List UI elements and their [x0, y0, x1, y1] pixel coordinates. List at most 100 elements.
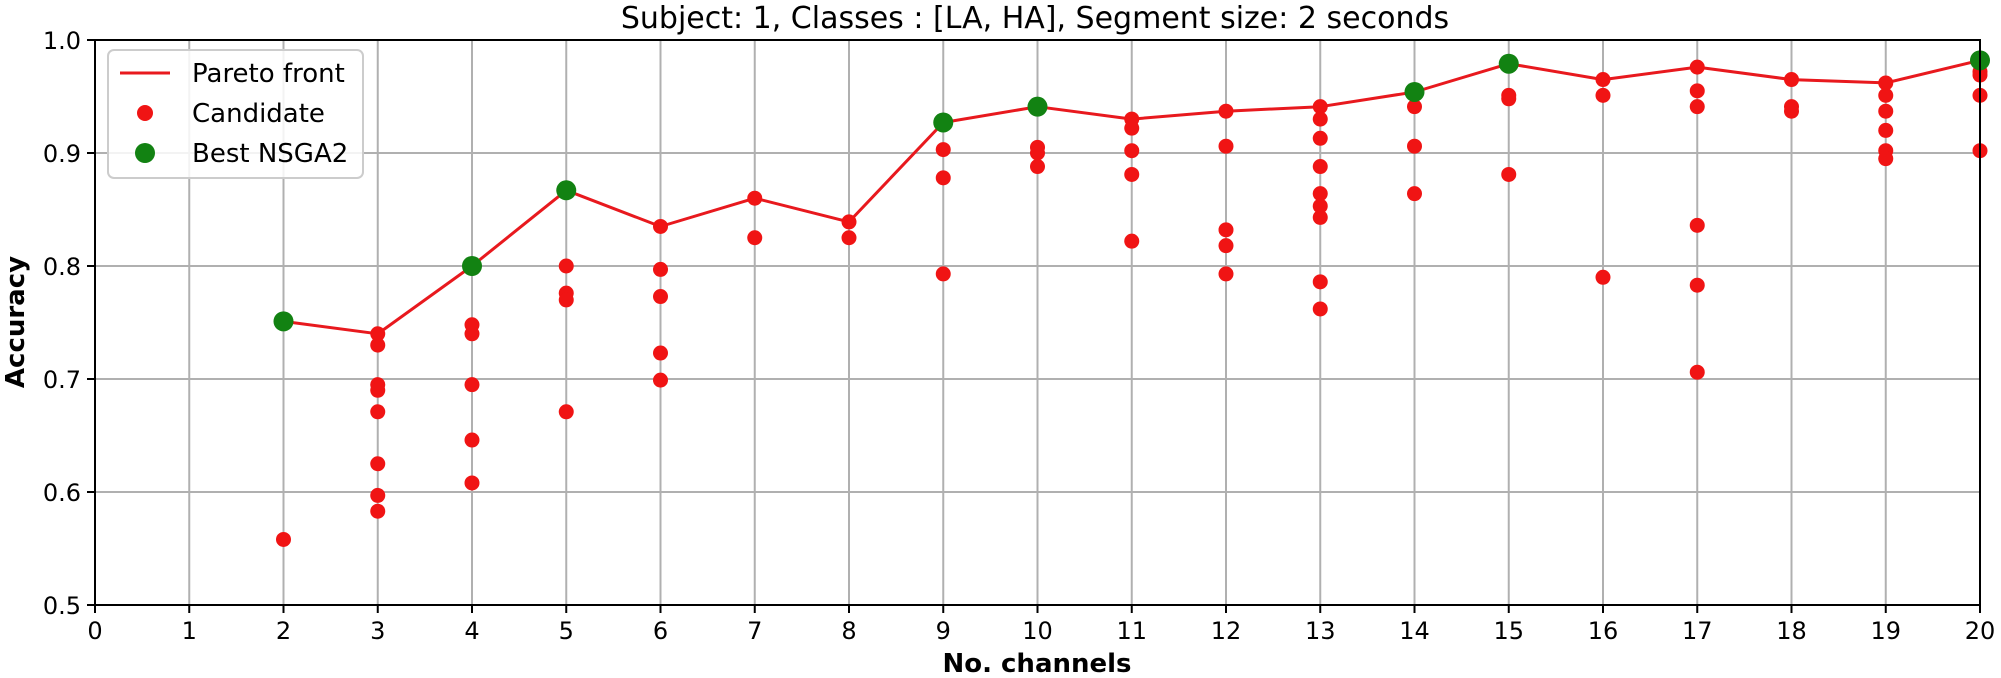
candidate-point — [370, 326, 386, 342]
x-tick-label: 16 — [1588, 617, 1619, 645]
x-tick-label: 0 — [87, 617, 102, 645]
x-tick-label: 7 — [747, 617, 762, 645]
candidate-point — [1218, 238, 1234, 254]
candidate-point — [841, 214, 857, 230]
candidate-point — [1689, 83, 1705, 99]
x-tick-label: 6 — [653, 617, 668, 645]
best-nsga2-point — [1404, 81, 1425, 102]
x-tick-label: 10 — [1022, 617, 1053, 645]
x-tick-label: 9 — [936, 617, 951, 645]
candidate-point — [935, 170, 951, 186]
candidate-point — [370, 382, 386, 398]
legend-best-label: Best NSGA2 — [192, 139, 348, 169]
candidate-point — [1595, 269, 1611, 285]
candidate-point — [1312, 186, 1328, 202]
candidate-point — [841, 230, 857, 246]
y-axis-label: Accuracy — [1, 256, 31, 388]
candidate-point — [653, 345, 668, 361]
chart-title: Subject: 1, Classes : [LA, HA], Segment … — [621, 1, 1449, 36]
x-tick-label: 20 — [1965, 617, 1996, 645]
legend-candidate-label: Candidate — [192, 99, 325, 129]
candidate-point — [1030, 145, 1045, 161]
y-tick-label: 0.7 — [43, 366, 81, 394]
x-tick-label: 8 — [841, 617, 856, 645]
candidate-point — [558, 404, 574, 420]
candidate-point — [464, 475, 480, 491]
candidate-point — [1312, 301, 1328, 317]
legend-candidate-marker — [137, 105, 153, 121]
candidate-point — [1784, 103, 1799, 119]
candidate-point — [558, 258, 574, 274]
candidate-point — [1312, 274, 1328, 290]
x-tick-label: 14 — [1399, 617, 1430, 645]
candidate-point — [1689, 277, 1705, 293]
candidate-point — [276, 531, 291, 547]
candidate-point — [935, 142, 951, 158]
x-axis-ticks: 0 1 2 3 4 5 6 7 8 9 10 11 12 13 14 15 16 17 18 19 20 — [87, 605, 1995, 645]
candidate-point — [1407, 138, 1422, 154]
grid — [94, 39, 1981, 606]
candidate-point — [1595, 87, 1611, 103]
best-nsga2-point — [462, 256, 482, 276]
y-tick-label: 0.9 — [43, 140, 81, 168]
candidate-point — [1124, 120, 1140, 136]
candidate-point — [1689, 364, 1705, 380]
x-tick-label: 17 — [1682, 617, 1713, 645]
candidate-point — [653, 289, 668, 305]
x-tick-label: 13 — [1305, 617, 1336, 645]
candidate-point — [1124, 166, 1140, 182]
candidate-series — [276, 52, 1988, 547]
best-nsga2-point — [556, 180, 577, 201]
candidate-point — [558, 292, 574, 308]
candidate-point — [464, 432, 480, 448]
candidate-point — [1784, 72, 1799, 88]
candidate-point — [1689, 99, 1705, 115]
candidate-point — [1689, 217, 1705, 233]
x-tick-label: 15 — [1493, 617, 1524, 645]
y-tick-label: 0.5 — [43, 592, 81, 620]
x-tick-label: 12 — [1211, 617, 1242, 645]
candidate-point — [1312, 198, 1328, 214]
candidate-point — [1878, 87, 1894, 103]
candidate-point — [1407, 186, 1422, 202]
candidate-point — [1124, 233, 1140, 249]
candidate-point — [1878, 151, 1894, 167]
x-tick-label: 2 — [276, 617, 291, 645]
best-nsga2-point — [1498, 53, 1519, 74]
candidate-point — [370, 337, 386, 353]
candidate-point — [464, 326, 480, 342]
candidate-point — [1312, 159, 1328, 175]
legend-best-marker — [135, 143, 155, 163]
candidate-point — [1218, 138, 1234, 154]
candidate-point — [747, 190, 763, 206]
y-tick-label: 0.6 — [43, 479, 81, 507]
x-tick-label: 1 — [182, 617, 197, 645]
candidate-point — [1878, 75, 1894, 91]
candidate-point — [370, 456, 386, 472]
candidate-point — [370, 503, 386, 519]
best-nsga2-point — [1027, 96, 1048, 117]
x-tick-label: 11 — [1116, 617, 1147, 645]
y-tick-label: 0.8 — [43, 253, 81, 281]
candidate-point — [653, 372, 668, 388]
candidate-point — [1407, 99, 1422, 115]
candidate-point — [1312, 111, 1328, 127]
candidate-point — [1595, 72, 1611, 88]
candidate-point — [464, 377, 480, 393]
legend-pareto-label: Pareto front — [192, 59, 345, 89]
candidate-point — [1878, 122, 1894, 138]
candidate-point — [1878, 103, 1894, 119]
x-tick-label: 3 — [370, 617, 385, 645]
candidate-point — [1124, 143, 1140, 159]
candidate-point — [1218, 103, 1234, 119]
legend: Pareto front Candidate Best NSGA2 — [107, 49, 364, 179]
x-tick-label: 19 — [1870, 617, 1901, 645]
candidate-point — [1312, 99, 1328, 115]
candidate-point — [653, 261, 668, 277]
candidate-point — [1218, 222, 1234, 238]
candidate-point — [1501, 91, 1517, 107]
x-tick-label: 4 — [464, 617, 479, 645]
y-axis-ticks: 0.5 0.6 0.7 0.8 0.9 1.0 — [43, 27, 95, 620]
candidate-point — [1312, 130, 1328, 146]
